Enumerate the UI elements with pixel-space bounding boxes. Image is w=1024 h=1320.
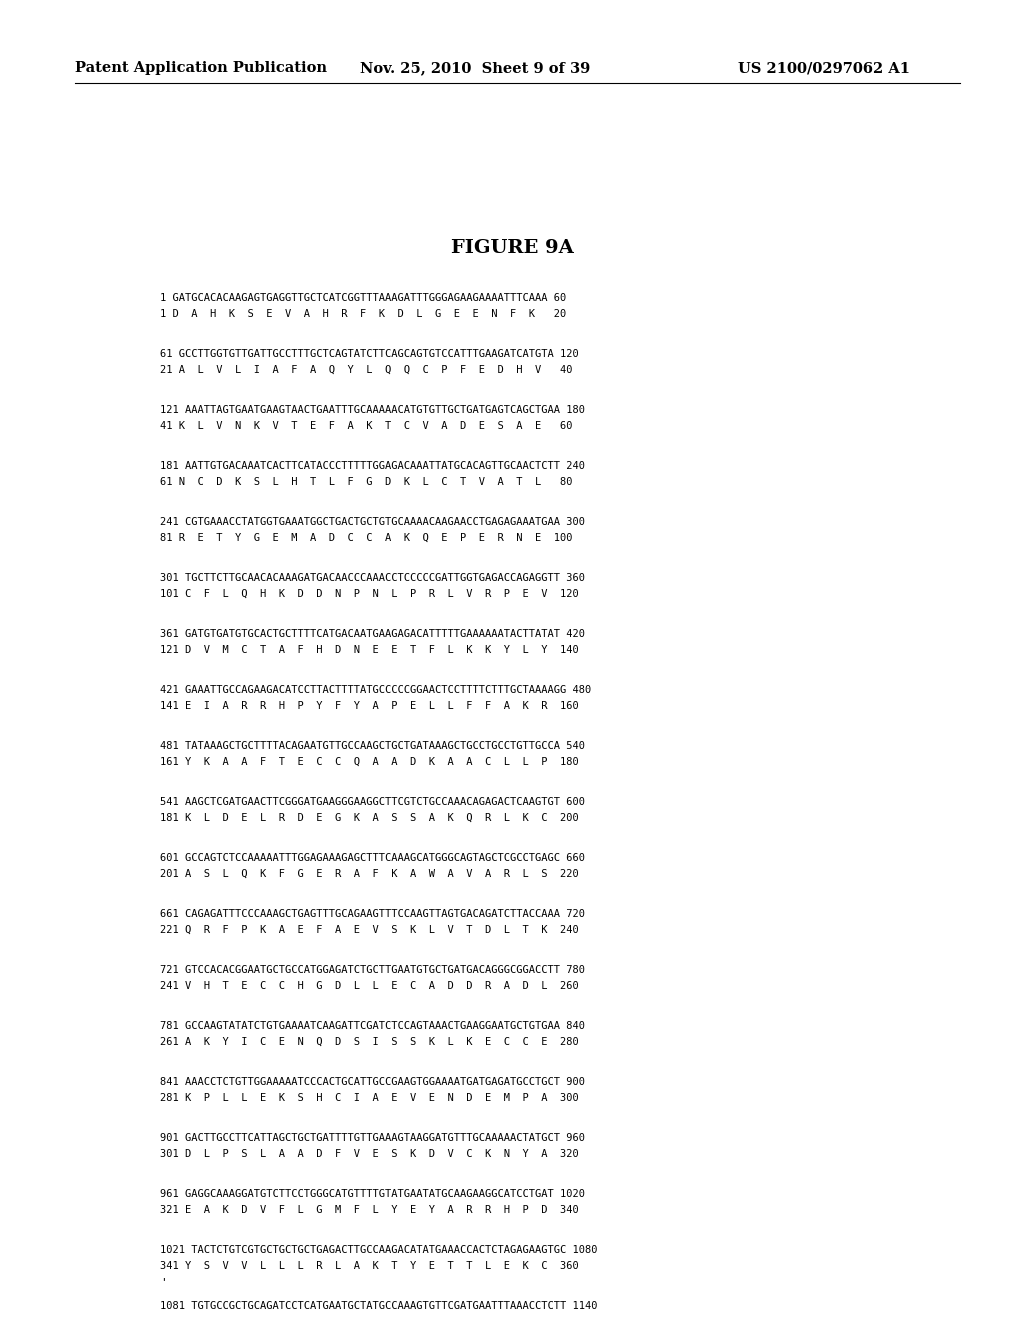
Text: 221 Q  R  F  P  K  A  E  F  A  E  V  S  K  L  V  T  D  L  T  K  240: 221 Q R F P K A E F A E V S K L V T D L … [160, 925, 579, 935]
Text: 281 K  P  L  L  E  K  S  H  C  I  A  E  V  E  N  D  E  M  P  A  300: 281 K P L L E K S H C I A E V E N D E M … [160, 1093, 579, 1104]
Text: 341 Y  S  V  V  L  L  L  R  L  A  K  T  Y  E  T  T  L  E  K  C  360: 341 Y S V V L L L R L A K T Y E T T L E … [160, 1261, 579, 1271]
Text: Patent Application Publication: Patent Application Publication [75, 61, 327, 75]
Text: 421 GAAATTGCCAGAAGACATCCTTACTTTTATGCCCCCGGAACTCCTTTTCTTTGCTAAAAGG 480: 421 GAAATTGCCAGAAGACATCCTTACTTTTATGCCCCC… [160, 685, 591, 696]
Text: 541 AAGCTCGATGAACTTCGGGATGAAGGGAAGGCTTCGTCTGCCAAACAGAGACTCAAGTGT 600: 541 AAGCTCGATGAACTTCGGGATGAAGGGAAGGCTTCG… [160, 797, 585, 807]
Text: 181 K  L  D  E  L  R  D  E  G  K  A  S  S  A  K  Q  R  L  K  C  200: 181 K L D E L R D E G K A S S A K Q R L … [160, 813, 579, 822]
Text: 601 GCCAGTCTCCAAAAATTTGGAGAAAGAGCTTTCAAAGCATGGGCAGTAGCTCGCCTGAGC 660: 601 GCCAGTCTCCAAAAATTTGGAGAAAGAGCTTTCAAA… [160, 853, 585, 863]
Text: 61 GCCTTGGTGTTGATTGCCTTTGCTCAGTATCTTCAGCAGTGTCCATTTGAAGATCATGTA 120: 61 GCCTTGGTGTTGATTGCCTTTGCTCAGTATCTTCAGC… [160, 348, 579, 359]
Text: 481 TATAAAGCTGCTTTTACAGAATGTTGCCAAGCTGCTGATAAAGCTGCCTGCCTGTTGCCA 540: 481 TATAAAGCTGCTTTTACAGAATGTTGCCAAGCTGCT… [160, 741, 585, 751]
Text: 81 R  E  T  Y  G  E  M  A  D  C  C  A  K  Q  E  P  E  R  N  E  100: 81 R E T Y G E M A D C C A K Q E P E R N… [160, 533, 572, 543]
Text: 121 AAATTAGTGAATGAAGTAACTGAATTTGCAAAAACATGTGTTGCTGATGAGTCAGCTGAA 180: 121 AAATTAGTGAATGAAGTAACTGAATTTGCAAAAACA… [160, 405, 585, 414]
Text: 41 K  L  V  N  K  V  T  E  F  A  K  T  C  V  A  D  E  S  A  E   60: 41 K L V N K V T E F A K T C V A D E S A… [160, 421, 572, 432]
Text: 1021 TACTCTGTCGTGCTGCTGCTGAGACTTGCCAAGACATATGAAACCACTCTAGAGAAGTGC 1080: 1021 TACTCTGTCGTGCTGCTGCTGAGACTTGCCAAGAC… [160, 1245, 597, 1255]
Text: FIGURE 9A: FIGURE 9A [451, 239, 573, 257]
Text: 181 AATTGTGACAAATCACTTCATACCCTTTTTGGAGACAAATTATGCACAGTTGCAACTCTT 240: 181 AATTGTGACAAATCACTTCATACCCTTTTTGGAGAC… [160, 461, 585, 471]
Text: US 2100/0297062 A1: US 2100/0297062 A1 [738, 61, 910, 75]
Text: 301 D  L  P  S  L  A  A  D  F  V  E  S  K  D  V  C  K  N  Y  A  320: 301 D L P S L A A D F V E S K D V C K N … [160, 1148, 579, 1159]
Text: 261 A  K  Y  I  C  E  N  Q  D  S  I  S  S  K  L  K  E  C  C  E  280: 261 A K Y I C E N Q D S I S S K L K E C … [160, 1038, 579, 1047]
Text: 161 Y  K  A  A  F  T  E  C  C  Q  A  A  D  K  A  A  C  L  L  P  180: 161 Y K A A F T E C C Q A A D K A A C L … [160, 756, 579, 767]
Text: 781 GCCAAGTATATCTGTGAAAATCAAGATTCGATCTCCAGTAAACTGAAGGAATGCTGTGAA 840: 781 GCCAAGTATATCTGTGAAAATCAAGATTCGATCTCC… [160, 1020, 585, 1031]
Text: 901 GACTTGCCTTCATTAGCTGCTGATTTTGTTGAAAGTAAGGATGTTTGCAAAAACTATGCT 960: 901 GACTTGCCTTCATTAGCTGCTGATTTTGTTGAAAGT… [160, 1133, 585, 1143]
Text: 321 E  A  K  D  V  F  L  G  M  F  L  Y  E  Y  A  R  R  H  P  D  340: 321 E A K D V F L G M F L Y E Y A R R H … [160, 1205, 579, 1214]
Text: 1 GATGCACACAAGAGTGAGGTTGCTCATCGGTTTAAAGATTTGGGAGAAGAAAATTTCAAA 60: 1 GATGCACACAAGAGTGAGGTTGCTCATCGGTTTAAAGA… [160, 293, 566, 304]
Text: 721 GTCCACACGGAATGCTGCCATGGAGATCTGCTTGAATGTGCTGATGACAGGGCGGACCTT 780: 721 GTCCACACGGAATGCTGCCATGGAGATCTGCTTGAA… [160, 965, 585, 975]
Text: 21 A  L  V  L  I  A  F  A  Q  Y  L  Q  Q  C  P  F  E  D  H  V   40: 21 A L V L I A F A Q Y L Q Q C P F E D H… [160, 366, 572, 375]
Text: 241 CGTGAAACCTATGGTGAAATGGCTGACTGCTGTGCAAAACAAGAACCTGAGAGAAATGAA 300: 241 CGTGAAACCTATGGTGAAATGGCTGACTGCTGTGCA… [160, 517, 585, 527]
Text: ': ' [160, 1276, 167, 1287]
Text: 141 E  I  A  R  R  H  P  Y  F  Y  A  P  E  L  L  F  F  A  K  R  160: 141 E I A R R H P Y F Y A P E L L F F A … [160, 701, 579, 711]
Text: Nov. 25, 2010  Sheet 9 of 39: Nov. 25, 2010 Sheet 9 of 39 [360, 61, 590, 75]
Text: 121 D  V  M  C  T  A  F  H  D  N  E  E  T  F  L  K  K  Y  L  Y  140: 121 D V M C T A F H D N E E T F L K K Y … [160, 645, 579, 655]
Text: 101 C  F  L  Q  H  K  D  D  N  P  N  L  P  R  L  V  R  P  E  V  120: 101 C F L Q H K D D N P N L P R L V R P … [160, 589, 579, 599]
Text: 1081 TGTGCCGCTGCAGATCCTCATGAATGCTATGCCAAAGTGTTCGATGAATTTAAACCTCTT 1140: 1081 TGTGCCGCTGCAGATCCTCATGAATGCTATGCCAA… [160, 1302, 597, 1311]
Text: 661 CAGAGATTTCCCAAAGCTGAGTTTGCAGAAGTTTCCAAGTTAGTGACAGATCTTACCAAA 720: 661 CAGAGATTTCCCAAAGCTGAGTTTGCAGAAGTTTCC… [160, 909, 585, 919]
Text: 201 A  S  L  Q  K  F  G  E  R  A  F  K  A  W  A  V  A  R  L  S  220: 201 A S L Q K F G E R A F K A W A V A R … [160, 869, 579, 879]
Text: 361 GATGTGATGTGCACTGCTTTTCATGACAATGAAGAGACATTTTTGAAAAAATACTTATAT 420: 361 GATGTGATGTGCACTGCTTTTCATGACAATGAAGAG… [160, 630, 585, 639]
Text: 961 GAGGCAAAGGATGTCTTCCTGGGCATGTTTTGTATGAATATGCAAGAAGGCATCCTGAT 1020: 961 GAGGCAAAGGATGTCTTCCTGGGCATGTTTTGTATG… [160, 1189, 585, 1199]
Text: 241 V  H  T  E  C  C  H  G  D  L  L  E  C  A  D  D  R  A  D  L  260: 241 V H T E C C H G D L L E C A D D R A … [160, 981, 579, 991]
Text: 301 TGCTTCTTGCAACACAAAGATGACAACCCAAACCTCCCCCGATTGGTGAGACCAGAGGTT 360: 301 TGCTTCTTGCAACACAAAGATGACAACCCAAACCTC… [160, 573, 585, 583]
Text: 841 AAACCTCTGTTGGAAAAATCCCACTGCATTGCCGAAGTGGAAAATGATGAGATGCCTGCT 900: 841 AAACCTCTGTTGGAAAAATCCCACTGCATTGCCGAA… [160, 1077, 585, 1086]
Text: 61 N  C  D  K  S  L  H  T  L  F  G  D  K  L  C  T  V  A  T  L   80: 61 N C D K S L H T L F G D K L C T V A T… [160, 477, 572, 487]
Text: 1 D  A  H  K  S  E  V  A  H  R  F  K  D  L  G  E  E  N  F  K   20: 1 D A H K S E V A H R F K D L G E E N F … [160, 309, 566, 319]
